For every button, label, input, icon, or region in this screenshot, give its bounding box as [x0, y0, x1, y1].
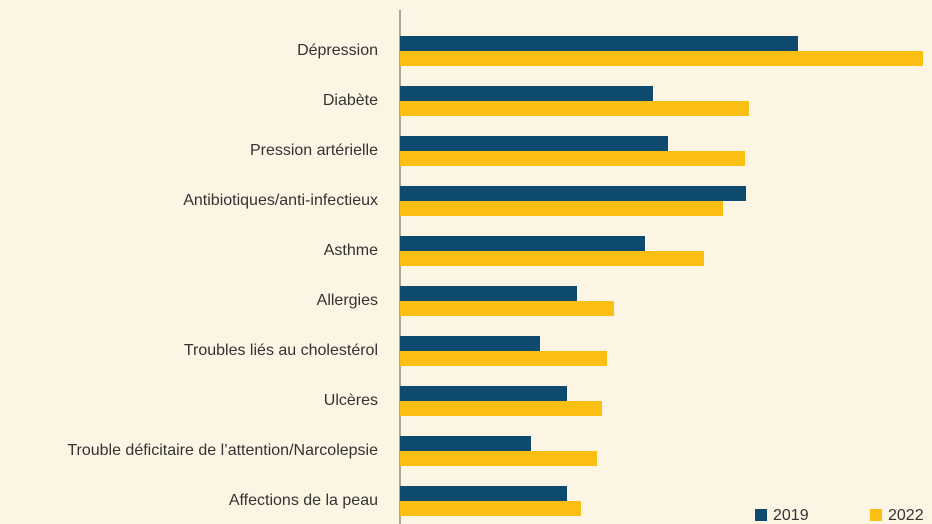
bar — [400, 201, 723, 216]
bar — [400, 336, 540, 351]
bar — [400, 301, 614, 316]
category-label: Allergies — [317, 292, 378, 309]
bar — [400, 236, 645, 251]
legend-swatch — [870, 509, 882, 521]
category-label: Ulcères — [324, 392, 378, 409]
bar — [400, 151, 745, 166]
bar — [400, 486, 567, 501]
bar — [400, 36, 798, 51]
category-label: Trouble déficitaire de l’attention/Narco… — [67, 442, 378, 459]
bar — [400, 51, 923, 66]
category-label: Troubles liés au cholestérol — [184, 342, 378, 359]
bar — [400, 86, 653, 101]
bar — [400, 136, 668, 151]
legend-label: 2019 — [773, 507, 809, 524]
legend-swatch — [755, 509, 767, 521]
legend-label: 2022 — [888, 507, 924, 524]
bar — [400, 386, 567, 401]
bar — [400, 401, 602, 416]
bar — [400, 186, 746, 201]
category-label: Antibiotiques/anti-infectieux — [183, 192, 378, 209]
category-label: Pression artérielle — [250, 142, 378, 159]
bar — [400, 436, 531, 451]
bar — [400, 501, 581, 516]
bar — [400, 101, 749, 116]
category-label: Diabète — [323, 92, 378, 109]
bar — [400, 251, 704, 266]
bar — [400, 286, 577, 301]
bar — [400, 351, 607, 366]
category-label: Dépression — [297, 42, 378, 59]
category-label: Asthme — [324, 242, 378, 259]
bar — [400, 451, 597, 466]
category-label: Affections de la peau — [229, 492, 378, 509]
